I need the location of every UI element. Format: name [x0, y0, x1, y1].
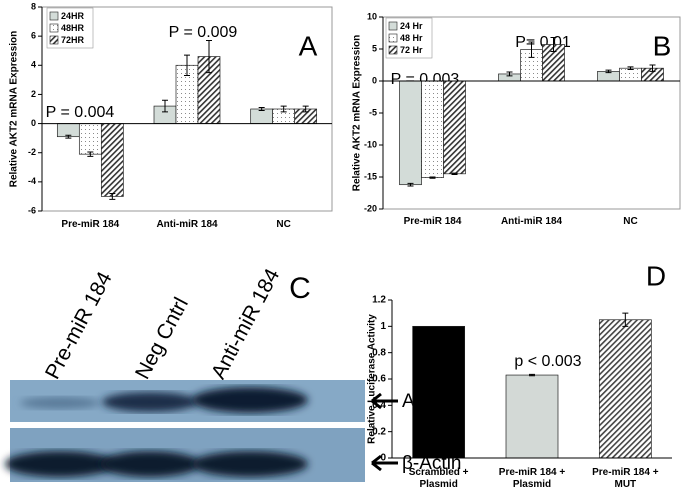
y-tick-label: -10: [364, 139, 377, 149]
y-tick-label: 6: [31, 31, 36, 41]
x-tick-label: Pre-miR 184 + MUT: [592, 467, 659, 490]
y-tick-label: 0: [380, 453, 386, 464]
panel-label: B: [653, 30, 672, 61]
error-bar: [65, 134, 72, 139]
y-tick-label: 5: [372, 43, 377, 53]
lane-label: Neg Cntrl: [131, 294, 193, 383]
arrow: [371, 392, 398, 410]
arrow: [371, 454, 398, 472]
y-tick-label: -20: [364, 203, 377, 213]
y-tick-label: 0: [31, 118, 36, 128]
legend-swatch: [49, 23, 59, 33]
annotation: P = 0.009: [169, 24, 238, 41]
y-tick-label: 0.6: [372, 374, 386, 385]
error-bar: [407, 182, 414, 187]
blot-panel: C Pre-miR 184 Neg Cntrl Anti-miR 184 AKT…: [5, 265, 462, 482]
error-bar: [258, 107, 265, 111]
y-axis-label: Relative Luciferase Activity: [367, 314, 378, 444]
y-tick-label: -6: [28, 205, 36, 215]
error-bar: [550, 36, 557, 53]
bar: [78, 123, 102, 155]
annotation: P = 0.004: [46, 104, 115, 121]
lane-label: Anti-miR 184: [207, 265, 284, 383]
blot-band: [100, 451, 200, 477]
blot-band: [192, 451, 308, 477]
x-tick-label: Pre-miR 184: [61, 219, 120, 230]
panel-label: A: [299, 30, 318, 61]
y-tick-label: 1: [380, 321, 386, 332]
panel-label: D: [646, 260, 666, 291]
x-tick-label: Anti-miR 184: [156, 219, 218, 230]
blot-band: [20, 397, 100, 409]
bar: [412, 325, 466, 459]
y-tick-label: -2: [28, 147, 36, 157]
error-bar: [649, 64, 656, 72]
error-bar: [506, 71, 513, 77]
y-tick-label: 1.2: [372, 295, 386, 306]
legend-swatch: [49, 35, 59, 45]
error-bar: [302, 105, 309, 113]
legend-swatch: [388, 33, 398, 43]
bar: [56, 123, 80, 138]
y-axis-label: Relative AKT2 mRNA Expression: [352, 35, 363, 192]
bar: [100, 123, 124, 197]
bar: [443, 80, 466, 175]
error-bar: [429, 176, 436, 179]
y-tick-label: 4: [31, 60, 36, 70]
legend-swatch: [388, 21, 398, 31]
y-tick-label: 2: [31, 89, 36, 99]
legend-label: 72HR: [61, 35, 85, 45]
error-bar: [605, 69, 612, 74]
y-tick-label: 0.2: [372, 426, 386, 437]
error-bar: [529, 373, 535, 377]
error-bar: [162, 99, 168, 113]
legend-label: 48 Hr: [400, 33, 423, 43]
y-tick-label: -5: [369, 107, 377, 117]
legend-label: 24HR: [61, 11, 85, 21]
lane-label: Pre-miR 184: [41, 268, 117, 383]
x-tick-label: Pre-miR 184: [403, 216, 462, 227]
error-bar: [622, 312, 629, 327]
legend-label: 72 Hr: [400, 45, 423, 55]
annotation: p < 0.003: [514, 353, 581, 370]
y-tick-label: -15: [364, 171, 377, 181]
bar: [399, 80, 422, 186]
x-tick-label: Pre-miR 184 + Plasmid: [498, 467, 566, 490]
blot-band: [102, 392, 198, 412]
y-tick-label: 8: [31, 1, 36, 11]
legend-label: 24 Hr: [400, 21, 423, 31]
error-bar: [206, 40, 212, 74]
y-tick-label: 0: [372, 75, 377, 85]
y-tick-label: 0.4: [372, 400, 386, 411]
legend-label: 48HR: [61, 23, 85, 33]
bar: [505, 374, 559, 459]
error-bar: [109, 193, 116, 200]
x-tick-label: Scrambled + Plasmid: [408, 467, 469, 490]
error-bar: [184, 54, 190, 76]
bar: [619, 67, 642, 82]
x-tick-label: NC: [623, 216, 638, 227]
blot-band: [192, 387, 308, 413]
panel-label: C: [289, 272, 311, 305]
legend-swatch: [49, 11, 59, 21]
error-bar: [627, 66, 634, 70]
x-tick-label: Anti-miR 184: [500, 216, 563, 227]
y-tick-label: -4: [28, 176, 36, 186]
bar: [598, 319, 652, 459]
legend-swatch: [388, 45, 398, 55]
error-bar: [528, 41, 535, 58]
error-bar: [451, 172, 458, 175]
bar: [421, 80, 444, 178]
blot-band: [5, 451, 115, 477]
y-tick-label: 10: [367, 11, 377, 21]
y-axis-label: Relative AKT2 mRNA Expression: [9, 31, 20, 188]
error-bar: [280, 105, 287, 113]
y-tick-label: 0.8: [372, 347, 386, 358]
error-bar: [87, 151, 94, 157]
x-tick-label: NC: [276, 219, 291, 230]
bar: [250, 108, 274, 124]
